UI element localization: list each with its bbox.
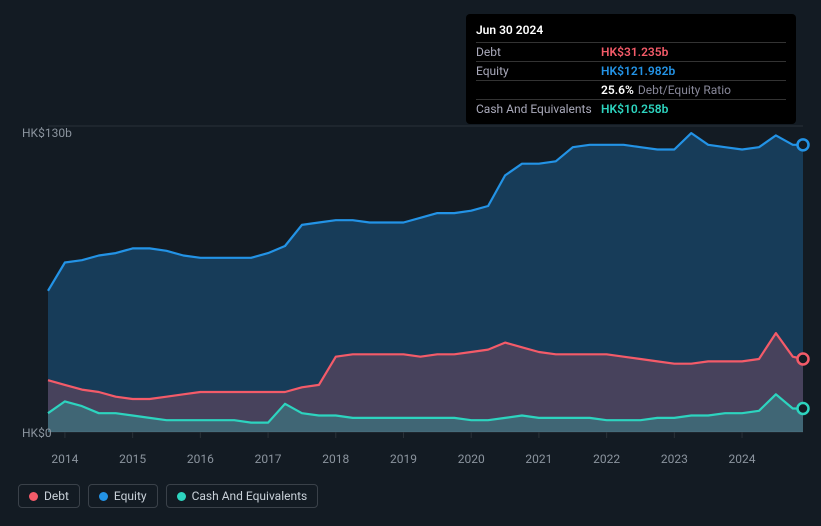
tooltip-ratio-value: 25.6%: [601, 83, 634, 97]
chart-container: { "layout": { "width": 821, "height": 52…: [0, 0, 821, 526]
x-axis-label: 2024: [729, 452, 756, 466]
tooltip-value: HK$31.235b: [601, 45, 668, 59]
legend: Debt Equity Cash And Equivalents: [18, 484, 318, 508]
x-axis-label: 2023: [661, 452, 688, 466]
x-axis-label: 2022: [593, 452, 620, 466]
x-axis-label: 2016: [187, 452, 214, 466]
legend-item[interactable]: Equity: [88, 484, 158, 508]
legend-item[interactable]: Cash And Equivalents: [166, 484, 319, 508]
legend-label: Debt: [44, 489, 69, 503]
legend-dot-icon: [29, 492, 38, 501]
legend-label: Cash And Equivalents: [192, 489, 308, 503]
cash-marker-icon: [798, 403, 809, 414]
x-axis-label: 2021: [525, 452, 552, 466]
tooltip-date: Jun 30 2024: [476, 20, 786, 42]
x-axis-label: 2015: [119, 452, 146, 466]
tooltip-label: Debt: [476, 45, 601, 59]
x-axis-label: 2020: [458, 452, 485, 466]
tooltip-label: [476, 83, 601, 97]
tooltip-ratio-label: Debt/Equity Ratio: [638, 83, 731, 97]
tooltip-label: Cash And Equivalents: [476, 102, 601, 116]
x-axis-label: 2017: [255, 452, 282, 466]
legend-label: Equity: [114, 489, 147, 503]
x-axis-label: 2014: [51, 452, 78, 466]
tooltip-row: 25.6% Debt/Equity Ratio: [476, 80, 786, 99]
x-axis-label: 2019: [390, 452, 417, 466]
debt-marker-icon: [798, 354, 809, 365]
y-axis-label: HK$0: [22, 426, 52, 440]
x-axis-label: 2018: [322, 452, 349, 466]
tooltip: Jun 30 2024 DebtHK$31.235bEquityHK$121.9…: [466, 14, 796, 124]
tooltip-row: EquityHK$121.982b: [476, 61, 786, 80]
equity-marker-icon: [798, 139, 809, 150]
tooltip-row: DebtHK$31.235b: [476, 42, 786, 61]
legend-dot-icon: [177, 492, 186, 501]
y-axis-label: HK$130b: [22, 126, 72, 140]
tooltip-value: HK$10.258b: [601, 102, 668, 116]
tooltip-row: Cash And EquivalentsHK$10.258b: [476, 99, 786, 118]
legend-item[interactable]: Debt: [18, 484, 80, 508]
tooltip-label: Equity: [476, 64, 601, 78]
tooltip-value: HK$121.982b: [601, 64, 675, 78]
legend-dot-icon: [99, 492, 108, 501]
